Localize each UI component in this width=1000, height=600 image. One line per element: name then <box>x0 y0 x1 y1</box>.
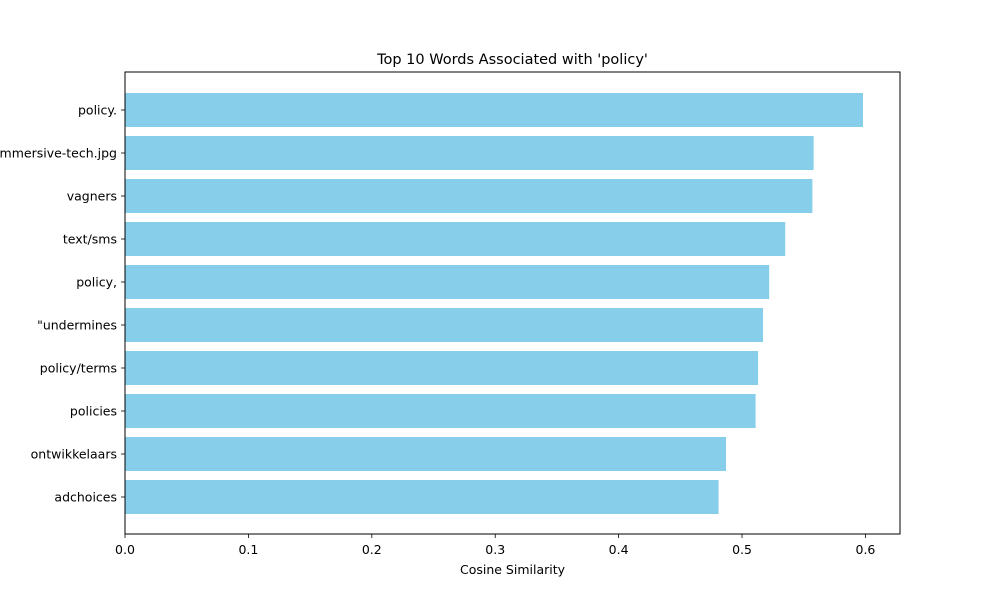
bars-group <box>125 93 863 514</box>
x-tick-label: 0.5 <box>732 542 752 557</box>
chart-title: Top 10 Words Associated with 'policy' <box>376 52 648 68</box>
x-tick-label: 0.1 <box>238 542 258 557</box>
y-tick-label: policy/terms <box>40 361 117 376</box>
bar <box>125 179 813 213</box>
bar <box>125 93 863 127</box>
y-tick-label: policies <box>70 404 117 419</box>
x-axis-ticks: 0.0 0.1 0.2 0.3 0.4 0.5 0.6 <box>115 534 875 557</box>
y-tick-label: ontwikkelaars <box>31 447 117 462</box>
x-axis-label: Cosine Similarity <box>460 562 566 577</box>
bar <box>125 308 764 342</box>
y-tick-label: policy. <box>78 103 117 118</box>
x-tick-label: 0.3 <box>485 542 505 557</box>
x-tick-label: 0.0 <box>115 542 135 557</box>
y-axis-ticks: policy. immersive-tech.jpg vagners text/sms… <box>0 103 125 505</box>
bar <box>125 265 770 299</box>
y-tick-label: "undermines <box>37 318 117 333</box>
bar <box>125 351 759 385</box>
y-tick-label: adchoices <box>54 490 117 505</box>
y-tick-label: immersive-tech.jpg <box>0 146 117 161</box>
x-tick-label: 0.2 <box>362 542 382 557</box>
x-tick-label: 0.4 <box>609 542 629 557</box>
y-tick-label: text/sms <box>63 232 117 247</box>
bar <box>125 480 719 514</box>
y-tick-label: vagners <box>67 189 117 204</box>
bar <box>125 394 756 428</box>
x-tick-label: 0.6 <box>856 542 876 557</box>
plot-frame <box>124 71 901 535</box>
bar <box>125 136 814 170</box>
bar <box>125 437 726 471</box>
bar <box>125 222 786 256</box>
y-tick-label: policy, <box>76 275 117 290</box>
